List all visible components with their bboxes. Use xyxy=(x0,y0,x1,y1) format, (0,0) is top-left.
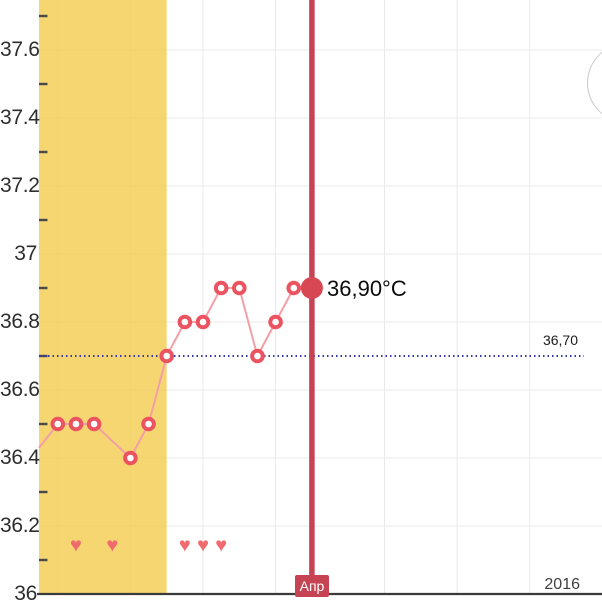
coverline-value-label: 36,70 xyxy=(542,332,578,348)
data-point-marker[interactable] xyxy=(68,416,84,432)
year-axis-label: 2016 xyxy=(544,576,580,593)
intercourse-heart-icon: ♥ xyxy=(70,535,82,557)
data-point-marker[interactable] xyxy=(86,416,102,432)
y-axis-label: 37.2 xyxy=(0,174,40,197)
y-axis-label: 37 xyxy=(14,242,37,265)
y-axis-label: 37.6 xyxy=(0,38,40,61)
selected-data-point[interactable] xyxy=(300,277,323,299)
highlight-band xyxy=(39,0,167,594)
y-axis-label: 36.2 xyxy=(0,514,40,537)
intercourse-heart-icon: ♥ xyxy=(179,535,191,557)
data-point-marker[interactable] xyxy=(141,416,156,432)
data-point-marker[interactable] xyxy=(268,314,283,330)
selected-temperature-label: 36,90°C xyxy=(327,276,407,301)
data-point-marker[interactable] xyxy=(195,314,211,330)
data-point-marker[interactable] xyxy=(50,416,66,432)
y-axis-label: 36 xyxy=(14,582,37,600)
data-point-marker[interactable] xyxy=(159,348,174,364)
intercourse-heart-icon: ♥ xyxy=(106,535,118,557)
data-point-marker[interactable] xyxy=(232,280,247,296)
y-axis-label: 36.4 xyxy=(0,446,40,469)
y-axis-label: 37.4 xyxy=(0,106,40,129)
month-axis-badge: Апр xyxy=(295,575,329,597)
y-axis-label: 36.6 xyxy=(0,378,40,401)
data-point-marker[interactable] xyxy=(123,450,138,466)
data-point-marker[interactable] xyxy=(213,280,229,296)
intercourse-heart-icon: ♥ xyxy=(197,535,209,557)
data-point-marker[interactable] xyxy=(286,280,302,296)
y-axis-label: 36.8 xyxy=(0,310,40,333)
data-point-marker[interactable] xyxy=(177,314,193,330)
data-point-marker[interactable] xyxy=(250,348,265,364)
intercourse-heart-icon: ♥ xyxy=(215,535,227,557)
